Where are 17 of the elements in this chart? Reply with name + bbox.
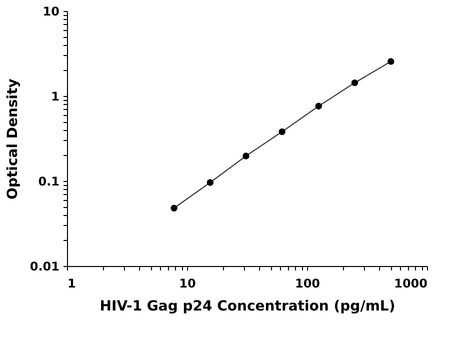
x-tick-label: 10 bbox=[179, 276, 196, 290]
point bbox=[278, 128, 286, 136]
y-tick-label: 10 bbox=[42, 4, 60, 18]
point bbox=[315, 102, 322, 110]
point bbox=[206, 179, 214, 186]
y-axis-title: Optical Density bbox=[4, 78, 21, 200]
x-tick-label: 1000 bbox=[394, 276, 428, 290]
x-tick-label: 1 bbox=[68, 276, 76, 290]
y-tick-label: 1 bbox=[51, 90, 60, 104]
point bbox=[388, 58, 394, 65]
point bbox=[242, 152, 250, 160]
x-tick-label: 100 bbox=[294, 276, 320, 290]
y-tick-label: 0.1 bbox=[38, 174, 60, 188]
point bbox=[170, 204, 178, 212]
y-tick-label: 0.01 bbox=[30, 260, 60, 274]
x-axis-title: HIV-1 Gag p24 Concentration (pg/mL) bbox=[100, 298, 396, 314]
point bbox=[351, 79, 358, 86]
